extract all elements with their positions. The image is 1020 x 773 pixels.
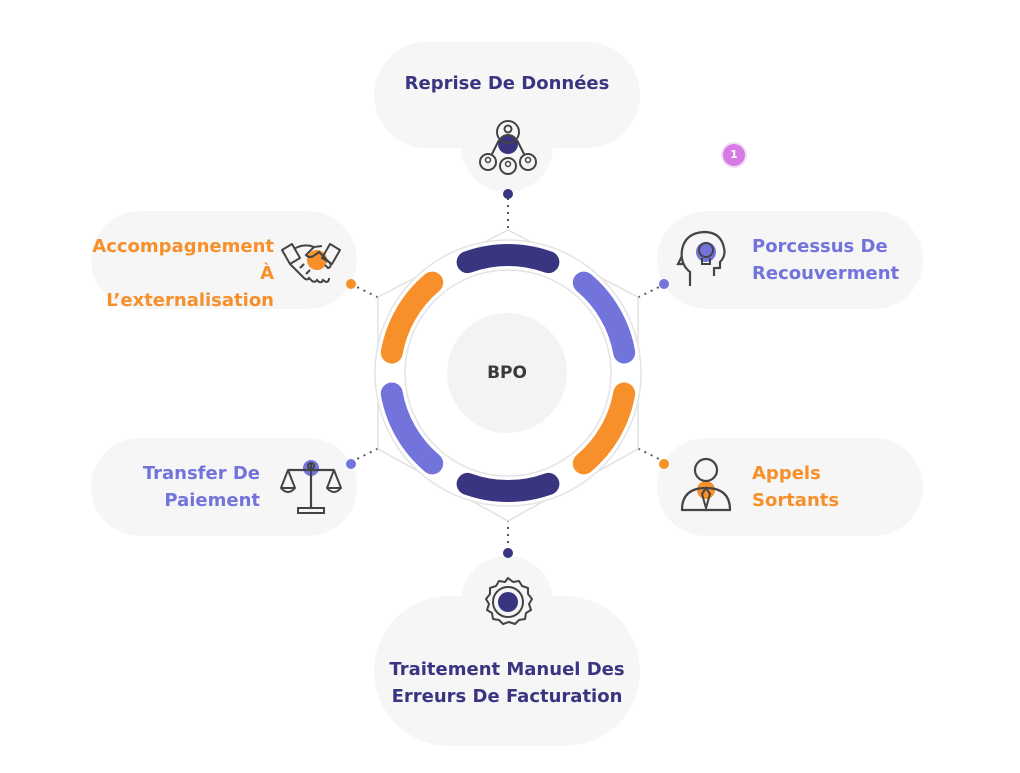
node-bottom-bubble <box>374 596 640 746</box>
node-bottom-left-bubble <box>91 438 357 536</box>
handshake-icon <box>280 240 342 288</box>
ring-segment-top <box>456 243 560 274</box>
badge-seal-icon <box>482 576 534 632</box>
node-bottom-label: Traitement Manuel Des Erreurs De Factura… <box>389 659 625 707</box>
node-bottom-right-label: Appels Sortants <box>752 463 840 511</box>
connector-lines <box>350 198 666 552</box>
ring-segment-bottom <box>456 472 560 503</box>
scales-icon <box>280 458 342 520</box>
node-bottom-left-label: Transfer De Paiement <box>142 463 260 511</box>
node-top-label: Reprise De Données <box>404 73 610 94</box>
ring-segment-top-left <box>380 271 444 364</box>
people-network-icon <box>479 118 537 180</box>
ring-segment-top-right <box>572 271 636 364</box>
ring-segments <box>380 243 636 503</box>
node-top-left-label: Accompagnement À L’externalisation <box>92 236 274 311</box>
ring-segment-bottom-right <box>572 382 636 475</box>
person-tie-icon <box>678 456 734 516</box>
notification-badge[interactable]: 1 <box>723 144 745 166</box>
head-idea-icon <box>676 230 728 292</box>
connector-dots <box>346 189 669 558</box>
center-label: BPO <box>447 313 567 433</box>
node-top-right-label: Porcessus De Recouverment <box>752 236 900 284</box>
ring-segment-bottom-left <box>380 382 444 475</box>
